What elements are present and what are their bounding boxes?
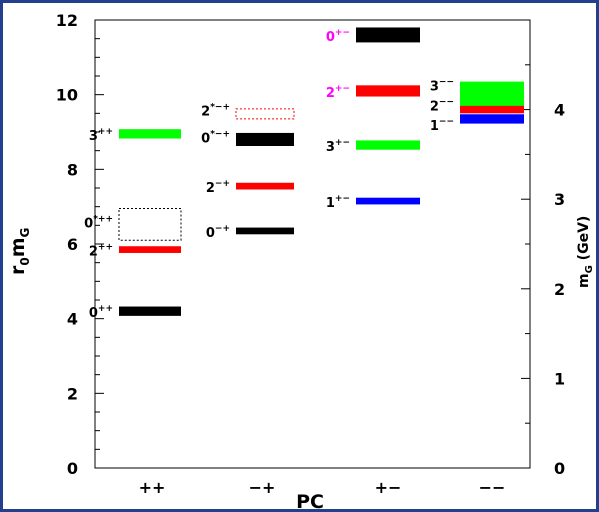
y-tick-label: 6 (67, 235, 78, 254)
energy-level-bar (356, 197, 420, 205)
energy-level-bar (460, 81, 524, 106)
x-category-label: ++ (139, 478, 166, 497)
energy-level-bar (356, 140, 420, 150)
level-label: 2+− (326, 84, 350, 101)
y2-tick-label: 4 (554, 101, 565, 120)
y2-tick-label: 1 (554, 369, 565, 388)
level-label: 0+− (326, 28, 350, 45)
y-tick-label: 2 (67, 384, 78, 403)
y2-tick-label: 2 (554, 280, 565, 299)
y-tick-label: 0 (67, 459, 78, 478)
energy-level-bar (119, 129, 181, 139)
energy-level-bar (356, 27, 420, 43)
energy-level-bar (236, 182, 294, 190)
level-label: 2++ (89, 243, 113, 260)
energy-level-dotted (118, 208, 182, 241)
level-label: 0*−+ (201, 129, 230, 146)
level-label: 1−− (430, 117, 454, 134)
energy-level-bar (460, 102, 524, 114)
y2-tick-label: 3 (554, 190, 565, 209)
y-tick-label: 12 (56, 11, 78, 30)
level-label: 1+− (326, 194, 350, 211)
level-label: 3−− (430, 78, 454, 95)
x-axis-label: PC (296, 491, 324, 512)
x-category-label: +− (375, 478, 402, 497)
y2-tick-label: 0 (554, 459, 565, 478)
energy-level-bar (236, 227, 294, 235)
energy-level-bar (119, 246, 181, 253)
level-label: 0*++ (84, 214, 113, 231)
x-category-label: −+ (249, 478, 276, 497)
level-label: 0−+ (206, 224, 230, 241)
level-label: 2−+ (206, 179, 230, 196)
y-tick-label: 10 (56, 86, 78, 105)
y2-axis-label: mG (GeV) (576, 216, 595, 288)
level-label: 3++ (89, 127, 113, 144)
energy-level-bar (460, 114, 524, 124)
energy-level-bar (356, 85, 420, 97)
level-label: 3+− (326, 138, 350, 155)
y-tick-label: 4 (67, 310, 78, 329)
energy-level-bar (119, 306, 181, 316)
level-label: 2−− (430, 98, 454, 115)
energy-level-bar (236, 132, 294, 146)
y-tick-label: 8 (67, 160, 78, 179)
x-category-label: −− (479, 478, 506, 497)
energy-level-dotted (235, 108, 295, 120)
level-label: 0++ (89, 304, 113, 321)
y-axis-label: r0mG (7, 228, 32, 275)
level-label: 2*−+ (201, 102, 230, 119)
